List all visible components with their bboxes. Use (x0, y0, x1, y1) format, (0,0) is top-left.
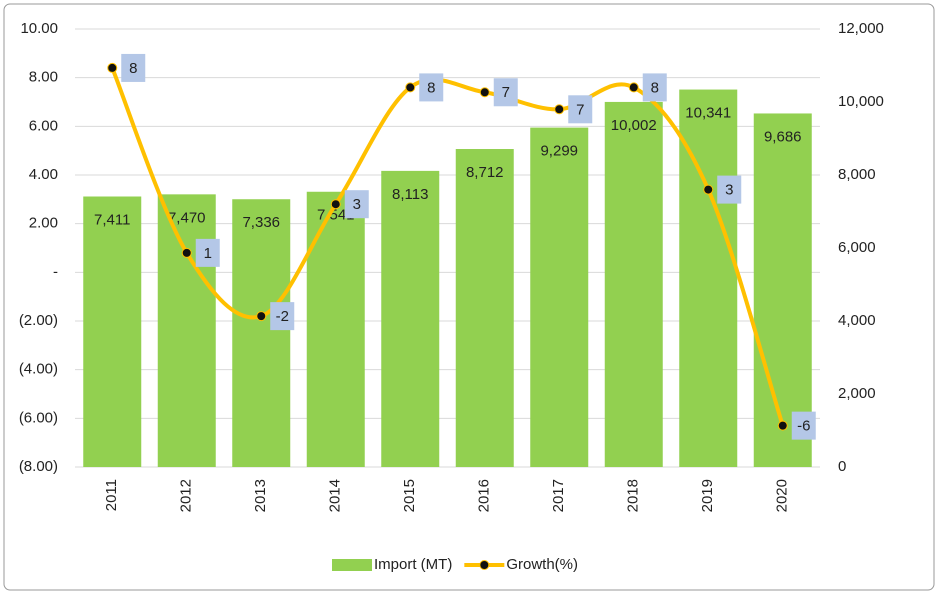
bar-value-label: 8,113 (392, 186, 428, 203)
data-label-box (791, 411, 816, 440)
x-tick-label: 2017 (550, 479, 567, 512)
line-marker (107, 62, 118, 73)
bar (604, 101, 663, 467)
bar (306, 191, 365, 468)
x-tick-label: 2013 (252, 479, 269, 512)
y2-tick-label: 6,000 (838, 239, 876, 256)
x-tick-label: 2018 (625, 479, 642, 512)
bar-value-label: 9,299 (540, 143, 578, 160)
y-tick-label: (8.00) (19, 458, 58, 475)
data-label-box (642, 73, 667, 102)
line-marker (330, 199, 341, 210)
y-tick-label: 6.00 (29, 117, 58, 134)
y-tick-label: (6.00) (19, 409, 58, 426)
line-value-label: 1 (204, 245, 212, 262)
line-marker (405, 82, 416, 93)
legend-marker (479, 560, 490, 570)
y-tick-label: 10.00 (20, 20, 58, 37)
line-value-label: 8 (129, 60, 137, 77)
bar (381, 170, 440, 468)
line-value-label: 8 (427, 79, 435, 96)
line-value-label: 7 (502, 84, 510, 101)
bar (157, 194, 216, 467)
line-marker (628, 82, 639, 93)
bar (530, 127, 589, 468)
data-label-box (419, 73, 444, 102)
line-value-label: -6 (797, 418, 810, 435)
line-value-label: 3 (353, 196, 361, 213)
y-tick-label: 4.00 (29, 166, 58, 183)
bar-value-label: 7,336 (242, 214, 280, 231)
data-label-box (568, 95, 593, 124)
y2-tick-label: 8,000 (838, 166, 876, 183)
legend-label: Import (MT) (374, 556, 452, 573)
bar-value-label: 7,470 (168, 209, 206, 226)
y-tick-label: - (53, 263, 58, 280)
bar-value-label: 10,002 (611, 117, 657, 134)
legend-label: Growth(%) (506, 556, 578, 573)
bar-value-label: 10,341 (685, 105, 731, 122)
bar-value-label: 9,686 (764, 128, 802, 145)
data-label-box (121, 53, 146, 82)
line-marker (777, 420, 788, 431)
y-tick-label: (2.00) (19, 312, 58, 329)
x-tick-label: 2015 (401, 479, 418, 512)
x-tick-label: 2011 (103, 479, 120, 511)
x-tick-label: 2020 (774, 479, 791, 512)
line-marker (256, 311, 267, 322)
line-marker (181, 247, 192, 258)
data-label-box (195, 238, 220, 267)
line-value-label: 3 (725, 182, 733, 199)
line-value-label: 7 (576, 101, 584, 118)
line-marker (479, 87, 490, 98)
line-value-label: -2 (276, 308, 289, 325)
x-tick-label: 2019 (699, 479, 716, 512)
y2-tick-label: 4,000 (838, 312, 876, 329)
bar (455, 149, 514, 467)
line-value-label: 8 (651, 79, 659, 96)
bar-value-label: 8,712 (466, 164, 504, 181)
bar (232, 199, 291, 467)
y-tick-label: (4.00) (19, 361, 58, 378)
y-tick-label: 8.00 (29, 69, 58, 86)
legend-swatch (332, 559, 372, 571)
y2-tick-label: 2,000 (838, 385, 876, 402)
line-marker (554, 104, 565, 115)
line-marker (703, 184, 714, 195)
y2-tick-label: 0 (838, 458, 846, 475)
y2-tick-label: 12,000 (838, 20, 884, 37)
data-label-box (493, 78, 518, 107)
x-tick-label: 2014 (327, 479, 344, 512)
data-label-box (717, 175, 742, 204)
bar (83, 196, 142, 467)
x-tick-label: 2016 (476, 479, 493, 512)
data-label-box (270, 302, 295, 331)
bar (753, 113, 812, 467)
y-tick-label: 2.00 (29, 215, 58, 232)
bar-value-label: 7,411 (94, 211, 130, 228)
data-label-box (344, 190, 369, 219)
y2-tick-label: 10,000 (838, 93, 884, 110)
x-tick-label: 2012 (178, 479, 195, 512)
